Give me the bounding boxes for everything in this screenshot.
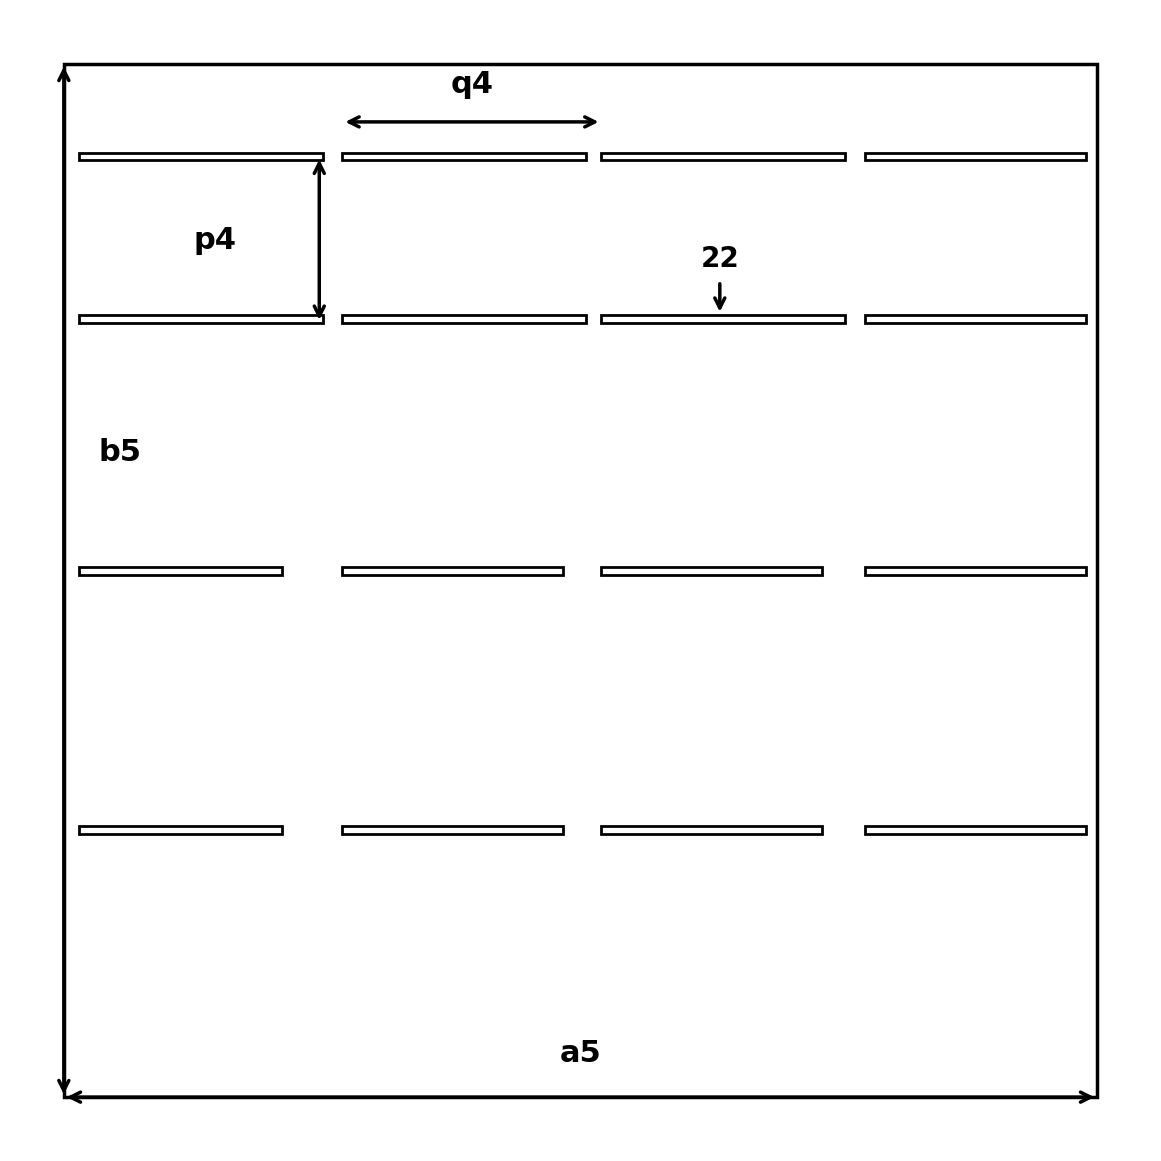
Bar [342,567,563,575]
Text: a5: a5 [560,1039,601,1068]
Bar [79,827,282,834]
Bar [865,567,1086,575]
Text: q4: q4 [450,70,495,99]
Bar [601,567,822,575]
Text: p4: p4 [193,226,237,254]
Bar [79,315,323,323]
Bar [865,827,1086,834]
Bar [601,153,845,160]
Bar [601,315,845,323]
Bar [342,827,563,834]
Bar [342,315,586,323]
Bar [79,567,282,575]
Bar [79,153,323,160]
Bar [601,827,822,834]
Bar [865,315,1086,323]
Text: b5: b5 [99,439,142,467]
Bar [342,153,586,160]
Text: 22: 22 [700,245,740,273]
Bar [865,153,1086,160]
Bar [64,64,1097,1097]
